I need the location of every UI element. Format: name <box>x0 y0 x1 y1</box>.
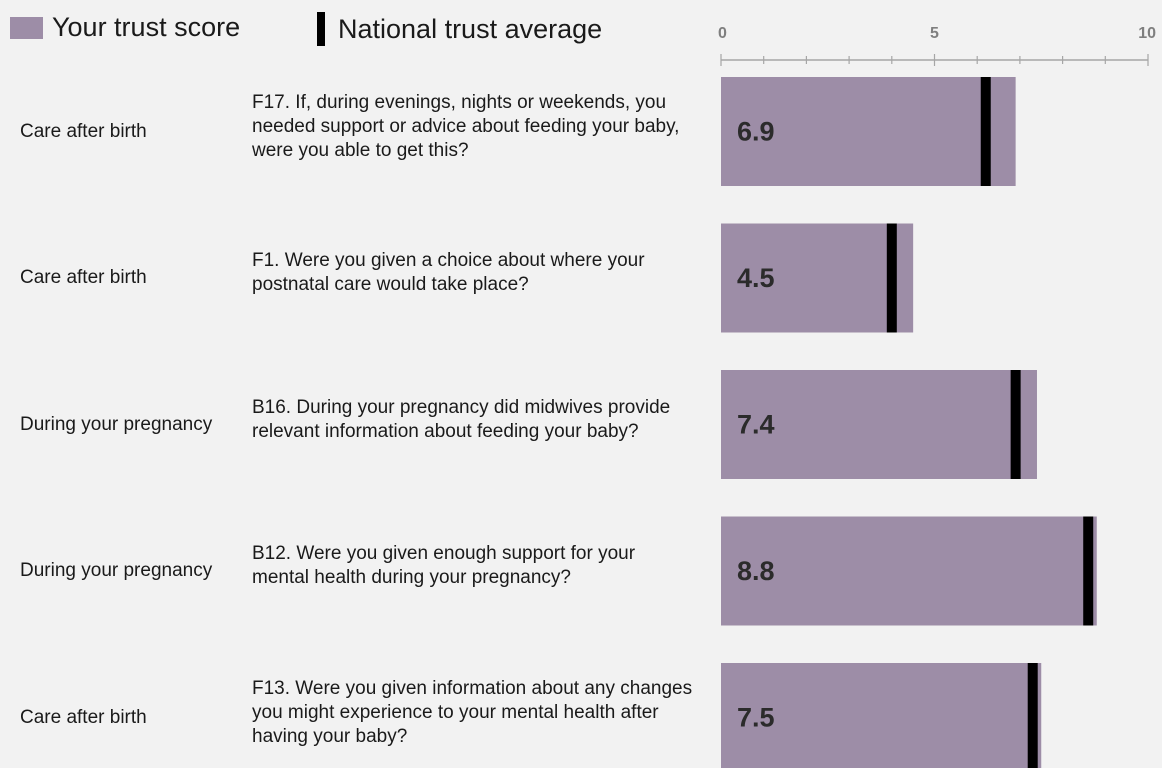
bar-value-label: 7.5 <box>737 703 775 733</box>
trust-score-bar <box>721 370 1037 479</box>
bar-value-label: 8.8 <box>737 556 775 586</box>
x-tick-label: 10 <box>1138 25 1156 42</box>
row-question-label: F1. Were you given a choice about where … <box>252 250 645 295</box>
bar-value-label: 4.5 <box>737 263 775 293</box>
national-average-marker <box>980 77 991 186</box>
row-category-label: During your pregnancy <box>20 413 213 435</box>
row-category-label: During your pregnancy <box>20 560 213 581</box>
row-question-label: F17. If, during evenings, nights or week… <box>252 91 680 161</box>
row-question-label: B12. Were you given enough support for y… <box>252 543 636 588</box>
legend-item-trust: Your trust score <box>10 12 240 43</box>
legend-item-national: National trust average <box>317 12 602 46</box>
national-average-marker <box>1010 370 1021 479</box>
row-category-label: Care after birth <box>20 706 147 728</box>
national-average-marker <box>1083 516 1094 626</box>
trust-score-bar <box>721 516 1097 626</box>
legend-swatch-trust <box>10 16 43 39</box>
trust-score-bar <box>721 77 1016 186</box>
x-tick-label: 0 <box>718 25 727 42</box>
trust-score-bar <box>721 223 914 333</box>
legend-label-trust: Your trust score <box>52 12 241 42</box>
bar-value-label: 7.4 <box>737 410 775 440</box>
national-average-marker <box>1027 663 1038 768</box>
row-category-label: Care after birth <box>20 267 147 288</box>
x-tick-label: 5 <box>930 25 939 42</box>
row-question-label: F13. Were you given information about an… <box>252 677 693 747</box>
legend-label-national: National trust average <box>338 13 603 44</box>
row-question-label: B16. During your pregnancy did midwives … <box>252 396 671 442</box>
bar-value-label: 6.9 <box>737 117 775 147</box>
national-average-marker <box>886 223 897 333</box>
legend-swatch-national <box>317 12 325 46</box>
trust-score-bar <box>721 663 1042 768</box>
row-category-label: Care after birth <box>20 120 147 142</box>
